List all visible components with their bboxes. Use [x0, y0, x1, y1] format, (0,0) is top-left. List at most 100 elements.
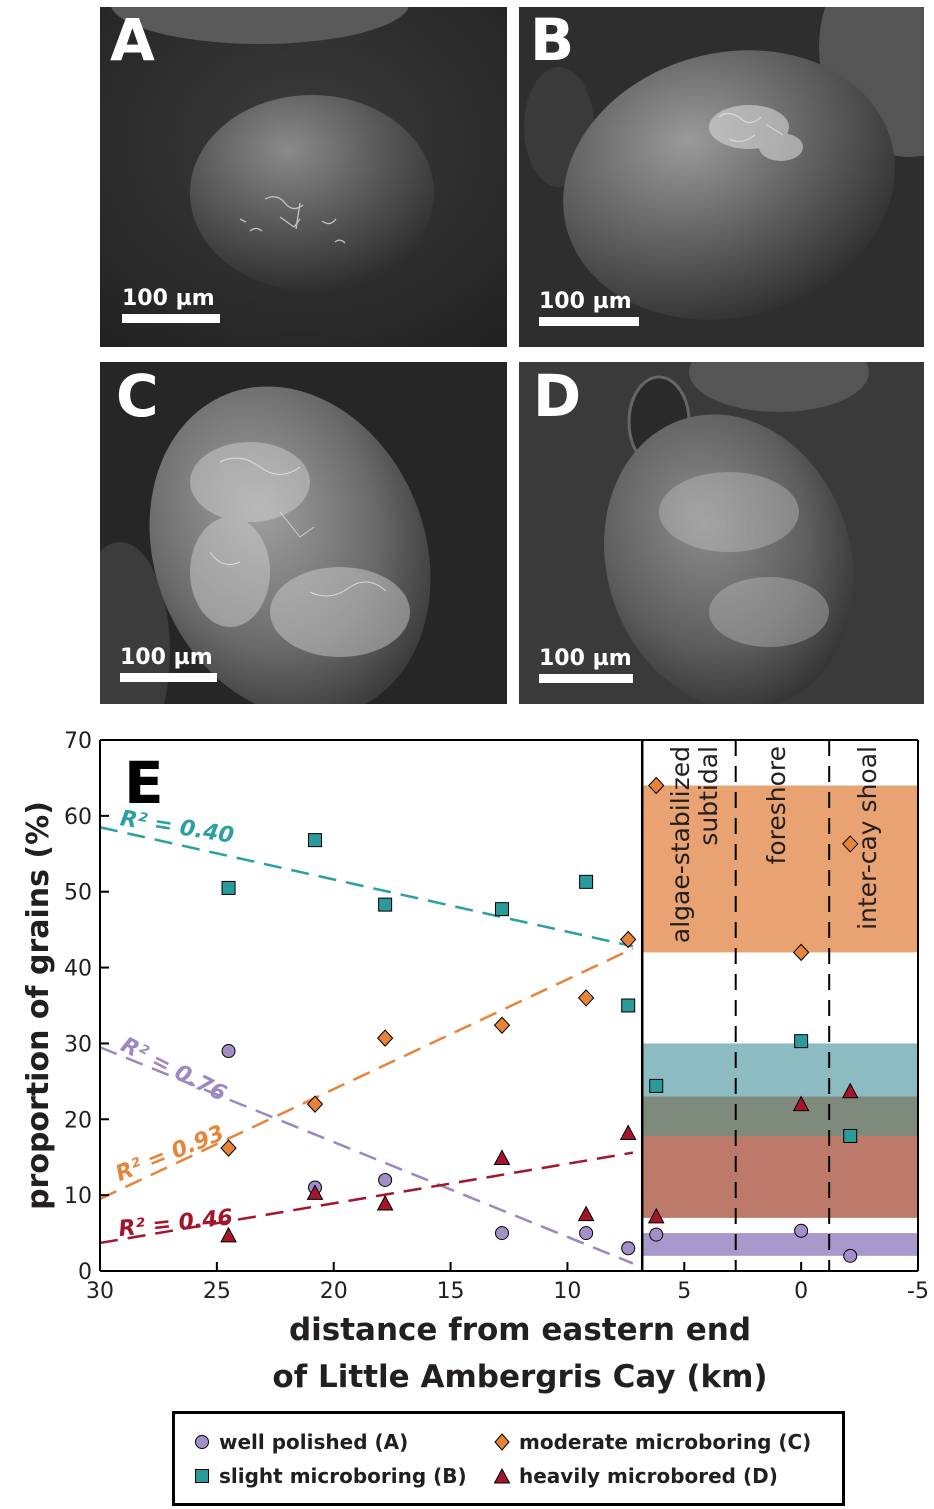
square-marker-icon — [195, 1469, 209, 1483]
scale-bar-label-c: 100 µm — [120, 645, 213, 670]
circle-marker — [843, 1248, 858, 1263]
circle-marker — [494, 1226, 509, 1241]
zone-band — [642, 1043, 918, 1097]
y-tick-label: 50 — [64, 881, 92, 906]
scale-bar-label-b: 100 µm — [539, 289, 632, 314]
circle-marker — [794, 1223, 809, 1238]
diamond-marker — [493, 1016, 511, 1034]
zone-band — [642, 1135, 918, 1218]
square-marker — [649, 1078, 664, 1093]
scale-bar-c — [120, 673, 217, 682]
grain-image-b — [519, 7, 924, 347]
sem-panel-a: A 100 µm — [100, 7, 507, 347]
circle-marker — [649, 1227, 664, 1242]
scale-bar-label-d: 100 µm — [539, 646, 632, 671]
zone-band — [642, 1233, 918, 1256]
triangle-marker — [647, 1207, 665, 1224]
diamond-marker — [577, 989, 595, 1007]
trend-line — [99, 826, 634, 948]
circle-marker — [621, 1241, 636, 1256]
circle-marker — [579, 1226, 594, 1241]
zone-band — [642, 1096, 918, 1136]
grain-image-c — [100, 362, 507, 704]
diamond-marker — [620, 930, 637, 949]
x-tick-label: 5 — [677, 1279, 691, 1304]
legend-label: slight microboring (B) — [219, 1464, 467, 1488]
x-tick-label: -5 — [907, 1279, 929, 1304]
x-tick-label: 20 — [320, 1279, 348, 1304]
square-marker — [579, 874, 594, 889]
x-tick-label: 25 — [203, 1279, 231, 1304]
diamond-marker-icon — [494, 1433, 510, 1451]
legend-item-slight-microboring: slight microboring (B) — [193, 1464, 467, 1488]
triangle-marker — [841, 1082, 859, 1099]
r2-label: R² = 0.46 — [117, 1205, 234, 1242]
y-tick-label: 30 — [64, 1032, 92, 1057]
square-marker — [794, 1034, 809, 1049]
legend-item-well-polished: well polished (A) — [193, 1430, 408, 1454]
triangle-marker — [577, 1205, 595, 1222]
square-marker — [378, 897, 393, 912]
x-axis-label: distance from eastern end — [289, 1312, 751, 1348]
circle-marker — [221, 1044, 236, 1059]
y-tick-label: 0 — [78, 1260, 92, 1285]
x-axis-label-line2: of Little Ambergris Cay (km) — [272, 1359, 767, 1395]
square-marker — [621, 998, 636, 1013]
panel-letter-c: C — [116, 362, 159, 430]
panel-letter-d: D — [533, 362, 582, 430]
circle-marker — [378, 1172, 393, 1187]
panel-letter-a: A — [110, 7, 155, 74]
diamond-marker — [648, 776, 665, 795]
x-tick-label: 0 — [794, 1279, 808, 1304]
zone-label: foreshore — [762, 746, 791, 864]
scale-bar-b — [539, 317, 639, 326]
y-axis-label: proportion of grains (%) — [21, 801, 56, 1210]
diamond-marker — [376, 1029, 394, 1047]
legend-item-heavily-microbored: heavily microbored (D) — [493, 1464, 778, 1488]
y-tick-label: 10 — [64, 1184, 92, 1209]
y-tick-label: 20 — [64, 1108, 92, 1133]
scale-bar-a — [122, 314, 220, 323]
triangle-marker — [306, 1184, 324, 1200]
triangle-marker-icon — [493, 1467, 511, 1484]
legend-label: well polished (A) — [219, 1430, 409, 1454]
zone-label: inter-cay shoal — [853, 746, 882, 930]
legend: well polished (A) moderate microboring (… — [172, 1411, 845, 1506]
scale-bar-d — [539, 674, 633, 683]
square-marker — [494, 902, 509, 917]
panel-letter-b: B — [530, 7, 575, 74]
panel-letter-e: E — [124, 749, 164, 817]
y-tick-label: 40 — [64, 957, 92, 982]
y-tick-label: 70 — [64, 729, 92, 754]
zone-label: subtidal — [694, 746, 723, 846]
grain-image-a — [100, 7, 507, 347]
trend-line — [99, 1151, 634, 1245]
sem-panel-c: C 100 µm — [100, 362, 507, 704]
x-tick-label: 30 — [86, 1279, 114, 1304]
triangle-marker — [619, 1124, 637, 1140]
legend-label: heavily microbored (D) — [519, 1464, 778, 1488]
triangle-marker — [792, 1095, 810, 1112]
triangle-marker — [376, 1194, 394, 1211]
circle-marker-icon — [195, 1435, 209, 1449]
square-marker — [221, 880, 236, 895]
trend-line — [99, 947, 634, 1201]
diamond-marker — [842, 835, 859, 853]
y-tick-label: 60 — [64, 805, 92, 830]
x-tick-label: 15 — [437, 1279, 465, 1304]
diamond-marker — [792, 943, 810, 962]
trend-line — [99, 1046, 634, 1265]
diamond-marker — [220, 1139, 237, 1157]
r2-label: R² = 0.93 — [112, 1121, 228, 1187]
scale-bar-label-a: 100 µm — [122, 286, 215, 311]
sem-panel-b: B 100 µm — [519, 7, 924, 347]
triangle-marker — [493, 1149, 511, 1165]
square-marker — [843, 1128, 858, 1143]
grain-image-d — [519, 362, 924, 704]
legend-label: moderate microboring (C) — [519, 1430, 812, 1454]
diamond-marker — [306, 1095, 324, 1113]
square-marker — [308, 833, 323, 848]
r2-label: R² = 0.76 — [117, 1033, 230, 1107]
triangle-marker — [220, 1226, 237, 1243]
